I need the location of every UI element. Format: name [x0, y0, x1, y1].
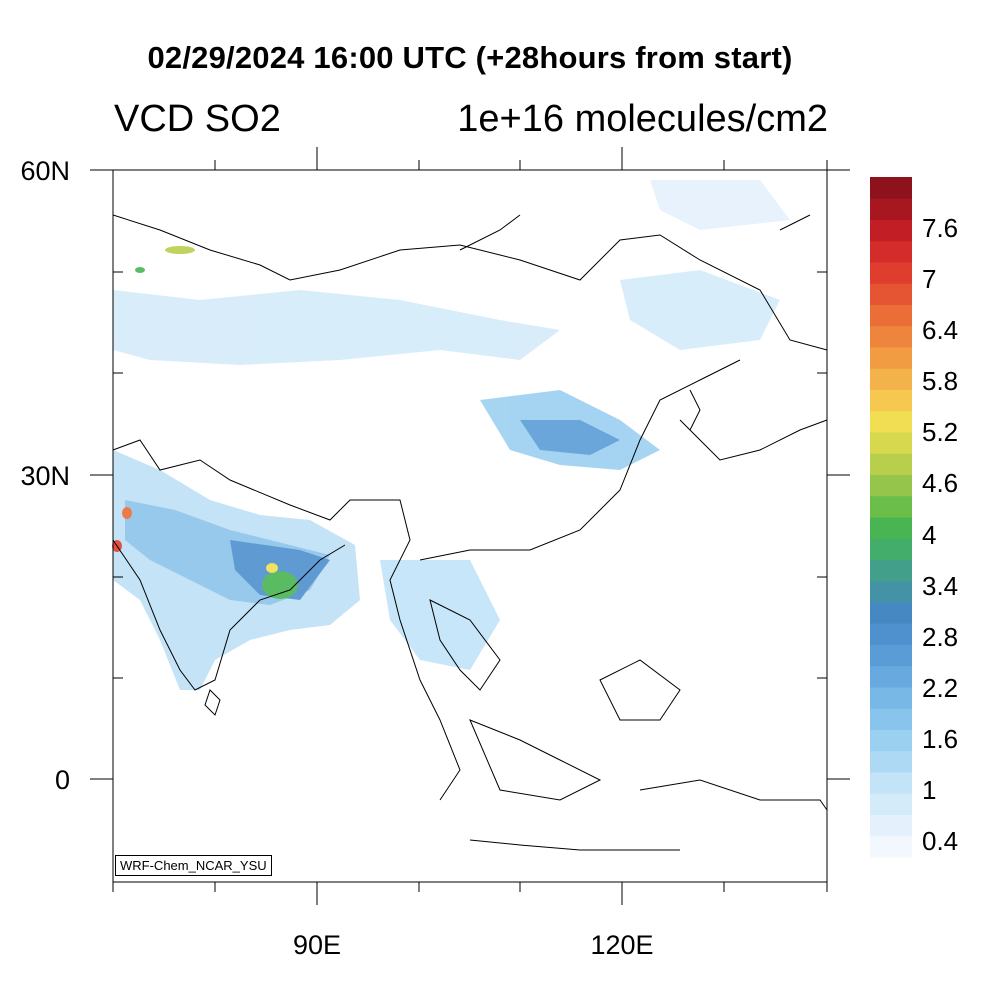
- colorbar-tick-label: 1: [922, 774, 937, 805]
- plume-northeast: [620, 270, 780, 350]
- colorbar-tick-label: 0.4: [922, 826, 959, 856]
- plume-indochina: [380, 560, 500, 670]
- colorbar-swatch: [870, 665, 912, 688]
- colorbar-swatch: [870, 708, 912, 730]
- plume-hotspot-green: [262, 571, 298, 599]
- plume-central-asia: [113, 290, 560, 365]
- coast-baikal: [459, 214, 521, 251]
- coast-indochina: [429, 599, 501, 691]
- colorbar-swatch: [870, 750, 912, 773]
- colorbar-swatch: [870, 410, 912, 433]
- map-title: 02/29/2024 16:00 UTC (+28hours from star…: [147, 40, 793, 75]
- variable-name: VCD SO2: [114, 98, 281, 140]
- so2-field: [112, 180, 790, 690]
- colorbar-swatch: [870, 177, 912, 199]
- colorbar-tick-label: 2.2: [922, 672, 959, 703]
- colorbar-swatch: [870, 198, 912, 220]
- colorbar-tick-label: 6.4: [922, 315, 959, 346]
- lon-label-90e: 90E: [292, 930, 342, 960]
- colorbar-tick-label: 3.4: [922, 570, 959, 601]
- coast-india-burma: [112, 439, 461, 801]
- colorbar-tick-label: 5.2: [922, 417, 959, 448]
- lat-label-60n: 60N: [20, 156, 70, 186]
- colorbar-swatch: [870, 814, 912, 837]
- colorbar-swatch: [870, 623, 912, 645]
- coastlines: [112, 214, 828, 851]
- colorbar-swatch: [870, 262, 912, 284]
- colorbar-swatch: [870, 453, 912, 475]
- colorbar-tick-label: 7.6: [922, 213, 959, 243]
- colorbar-swatch: [870, 474, 912, 497]
- colorbar-tick-label: 5.8: [922, 366, 959, 397]
- colorbar-swatch: [870, 687, 912, 709]
- coast-japan: [679, 419, 828, 461]
- coast-india: [112, 539, 346, 691]
- plume-hotspot-kazakh: [165, 246, 195, 254]
- colorbar-swatch: [870, 368, 912, 390]
- colorbar-swatch: [870, 602, 912, 624]
- coast-sri-lanka: [204, 689, 221, 716]
- colorbar-swatch: [870, 389, 912, 412]
- colorbar-swatch: [870, 644, 912, 667]
- coast-philippines: [599, 659, 681, 721]
- colorbar-swatch: [870, 517, 912, 539]
- axis-ticks: [90, 147, 850, 905]
- plume-hotspot-yellow: [266, 563, 278, 573]
- colorbar-swatch: [870, 283, 912, 305]
- colorbar-swatch: [870, 538, 912, 560]
- colorbar-tick-label: 4.6: [922, 468, 959, 499]
- plume-india-high: [230, 540, 330, 600]
- plume-hotspot-kazakh-2: [135, 267, 145, 273]
- colorbar-tick-label: 4: [922, 519, 937, 550]
- colorbar-swatch: [870, 304, 912, 327]
- coast-new-guinea: [639, 779, 828, 811]
- border-north: [112, 214, 828, 351]
- colorbar-swatch: [870, 835, 912, 858]
- units-label: 1e+16 molecules/cm2: [457, 98, 828, 140]
- coast-sakhalin: [779, 214, 811, 231]
- map-frame: [112, 169, 828, 883]
- plume-china-core: [520, 420, 620, 455]
- plume-north: [650, 180, 790, 230]
- colorbar-swatch: [870, 772, 912, 794]
- colorbar-tick-label: 2.8: [922, 621, 959, 652]
- colorbar-swatch: [870, 793, 912, 815]
- coast-borneo: [469, 719, 602, 801]
- lat-label-30n: 30N: [20, 461, 70, 491]
- colorbar-tick-label: 1.6: [922, 723, 959, 754]
- coast-korea: [689, 389, 701, 431]
- colorbar-swatch: [870, 219, 912, 242]
- lon-label-120e: 120E: [590, 930, 654, 960]
- lat-label-0: 0: [54, 765, 70, 795]
- colorbar-swatch: [870, 240, 912, 263]
- colorbar-swatch: [870, 580, 912, 603]
- colorbar-swatch: [870, 347, 912, 369]
- colorbar-tick-label: 7: [922, 264, 937, 295]
- colorbar-swatch: [870, 432, 912, 454]
- plume-hotspot-west: [122, 507, 132, 519]
- model-credit: WRF-Chem_NCAR_YSU: [115, 855, 272, 876]
- colorbar-swatch: [870, 495, 912, 518]
- colorbar: [870, 177, 912, 858]
- coast-java: [469, 839, 680, 851]
- colorbar-swatch: [870, 559, 912, 582]
- coast-china: [419, 359, 741, 561]
- colorbar-swatch: [870, 325, 912, 348]
- colorbar-swatch: [870, 729, 912, 752]
